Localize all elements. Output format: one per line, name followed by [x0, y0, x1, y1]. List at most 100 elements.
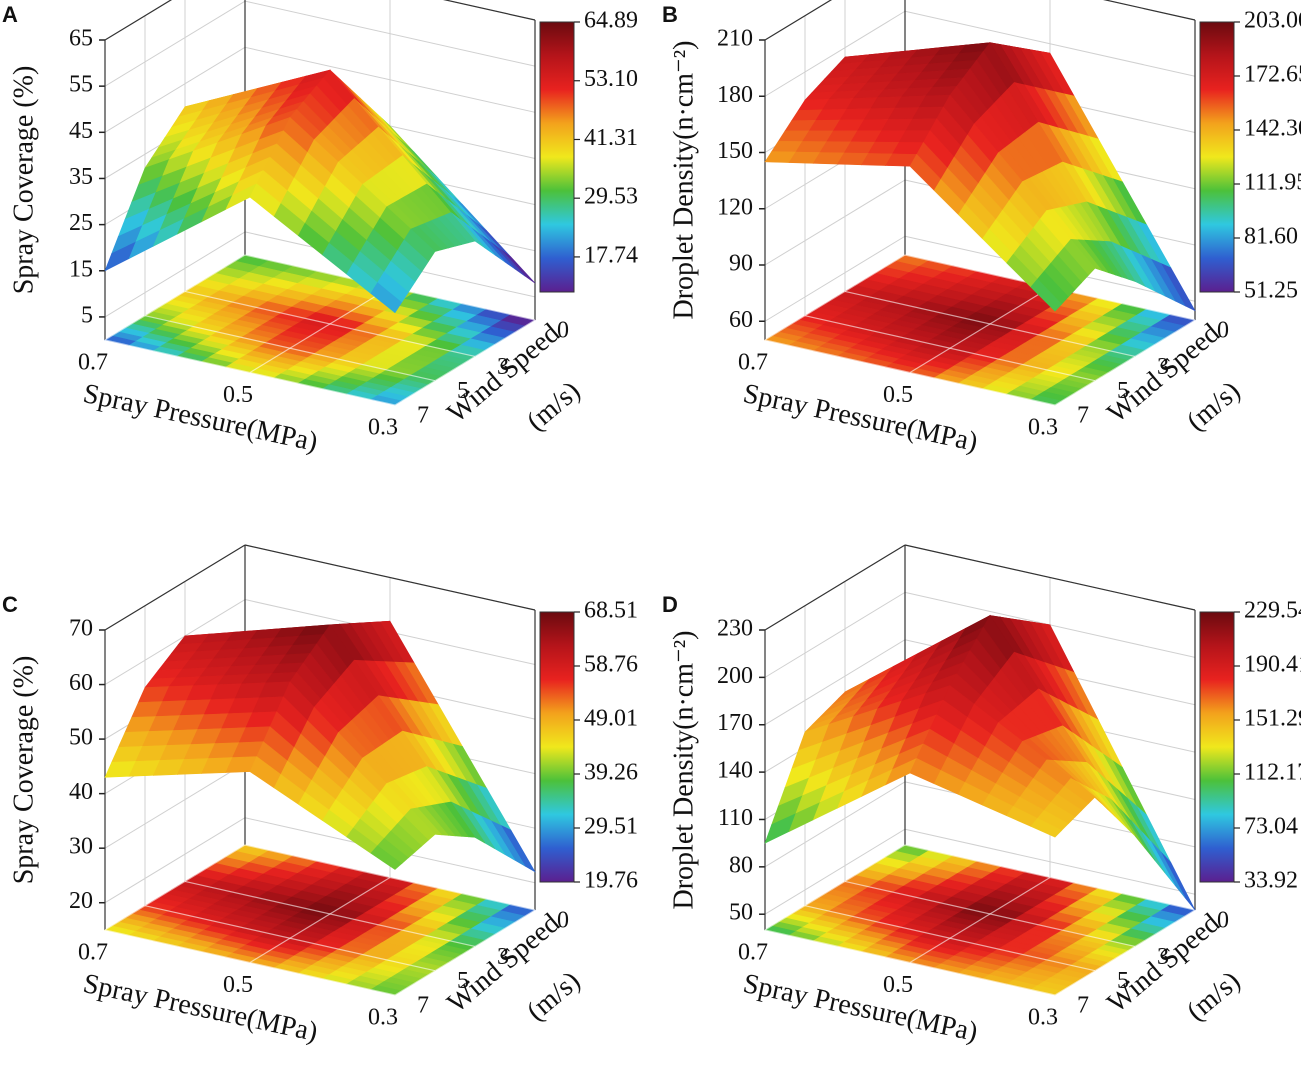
- floor-grid-line: [1054, 909, 1196, 996]
- grid-line: [104, 0, 246, 87]
- surface-patch: [370, 845, 403, 870]
- z-tick-label: 40: [69, 779, 93, 805]
- colorbar-label: 172.65: [1244, 62, 1301, 88]
- z-tick-label: 180: [717, 82, 753, 108]
- floor-grid-line: [249, 876, 391, 964]
- z-tick-label: 30: [69, 834, 93, 860]
- x-tick-label: 0.3: [1028, 1005, 1058, 1031]
- z-tick-label: 25: [69, 210, 93, 236]
- axis-line: [244, 544, 536, 611]
- colorbar-label: 49.01: [584, 706, 638, 732]
- floor-grid-line: [104, 339, 396, 406]
- colorbar-label: 17.74: [584, 242, 638, 268]
- axis-line: [1103, 0, 1196, 21]
- x-axis-label: Spray Pressure(MPa): [80, 378, 320, 458]
- x-tick-label: 0.3: [1028, 415, 1058, 441]
- z-tick-label: 50: [69, 725, 93, 751]
- y-tick-label: 5: [1117, 378, 1129, 404]
- colorbar: [1199, 21, 1235, 293]
- floor-grid-line: [804, 905, 1096, 972]
- z-tick-label: 110: [718, 805, 753, 831]
- x-axis-label: Spray Pressure(MPa): [740, 378, 980, 458]
- x-tick-label: 0.3: [368, 415, 398, 441]
- y-tick-label: 0: [1217, 318, 1229, 344]
- colorbar-label: 111.95: [1244, 170, 1301, 196]
- colorbar-label: 112.17: [1244, 759, 1301, 785]
- z-tick-label: 70: [69, 616, 93, 642]
- z-tick-label: 55: [69, 72, 93, 98]
- colorbar-label: 142.30: [1244, 116, 1301, 142]
- colorbar-label: 151.29: [1244, 706, 1301, 732]
- axis-line: [904, 544, 1196, 611]
- floor-grid-line: [104, 254, 246, 341]
- colorbar-label: 39.26: [584, 760, 638, 786]
- colorbar-label: 51.25: [1244, 278, 1298, 304]
- x-tick-label: 0.5: [223, 382, 253, 408]
- surface-patch: [1030, 818, 1063, 838]
- grid-line: [764, 639, 906, 726]
- surface-patch: [1030, 278, 1063, 312]
- y-tick-label: 7: [1077, 993, 1089, 1019]
- surface-patch: [370, 282, 403, 314]
- panel-letter: C: [2, 592, 18, 617]
- x-axis-label: Spray Pressure(MPa): [740, 968, 980, 1048]
- y-tick-label: 3: [497, 944, 509, 970]
- floor-grid-line: [394, 319, 536, 406]
- z-tick-label: 230: [717, 616, 753, 642]
- y-tick-label: 3: [1157, 944, 1169, 970]
- grid-line: [764, 828, 906, 915]
- grid-line: [104, 231, 246, 318]
- z-tick-label: 120: [717, 194, 753, 220]
- y-tick-label: 3: [497, 354, 509, 380]
- colorbar: [539, 21, 575, 293]
- colorbar-label: 53.10: [584, 66, 638, 92]
- z-tick-label: 60: [69, 670, 93, 696]
- floor-grid-line: [844, 290, 1136, 358]
- colorbar-label: 19.76: [584, 868, 638, 894]
- floor-grid-line: [104, 929, 396, 996]
- axis-line: [104, 544, 246, 631]
- panel-letter: D: [662, 592, 678, 617]
- floor-grid-line: [909, 876, 1051, 964]
- axis-line: [764, 0, 833, 41]
- axis-line: [764, 544, 906, 631]
- grid-line: [764, 179, 906, 266]
- x-tick-label: 0.5: [883, 972, 913, 998]
- y-tick-label: 5: [457, 378, 469, 404]
- x-tick-label: 0.7: [738, 350, 768, 376]
- x-tick-label: 0.7: [738, 940, 768, 966]
- z-tick-label: 170: [717, 710, 753, 736]
- grid-line: [764, 10, 906, 97]
- x-tick-label: 0.7: [78, 350, 108, 376]
- y-tick-label: 5: [1117, 968, 1129, 994]
- y-tick-label: 5: [457, 968, 469, 994]
- y-tick-label: 0: [1217, 908, 1229, 934]
- x-tick-label: 0.7: [78, 940, 108, 966]
- colorbar-label: 58.76: [584, 652, 638, 678]
- colorbar-label: 229.54: [1244, 598, 1301, 624]
- grid-line: [104, 46, 246, 133]
- z-tick-label: 15: [69, 256, 93, 282]
- colorbar-label: 29.51: [584, 814, 638, 840]
- floor-grid-line: [249, 286, 391, 374]
- floor-grid-line: [184, 290, 476, 358]
- colorbar-label: 41.31: [584, 125, 638, 151]
- colorbar-label: 81.60: [1244, 224, 1298, 250]
- z-axis-label: Droplet Density(n·cm⁻²): [668, 631, 699, 910]
- z-axis-label: Spray Coverage (%): [8, 66, 39, 295]
- z-tick-label: 200: [717, 663, 753, 689]
- colorbar-label: 190.41: [1244, 652, 1301, 678]
- y-tick-label: 3: [1157, 354, 1169, 380]
- floor-grid-line: [764, 844, 906, 931]
- floor-grid-line: [244, 844, 536, 911]
- floor-grid-line: [764, 339, 1056, 406]
- y-axis-label: (m/s): [521, 376, 586, 438]
- z-axis-label: Droplet Density(n·cm⁻²): [668, 41, 699, 320]
- z-tick-label: 45: [69, 118, 93, 144]
- z-axis-label: Spray Coverage (%): [8, 656, 39, 885]
- y-axis-label: (m/s): [1181, 376, 1246, 438]
- colorbar-label: 29.53: [584, 184, 638, 210]
- x-tick-label: 0.5: [223, 972, 253, 998]
- y-tick-label: 7: [417, 993, 429, 1019]
